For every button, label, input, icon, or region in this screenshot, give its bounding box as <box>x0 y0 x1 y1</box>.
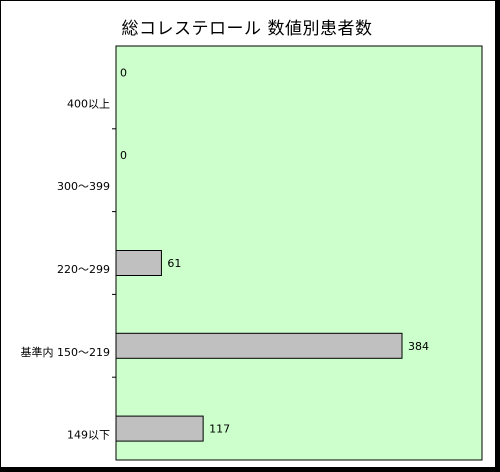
data-label: 384 <box>408 340 429 353</box>
category-label: 149以下 <box>67 429 110 442</box>
plot-area <box>115 45 483 461</box>
category-label: 基準内 150～219 <box>21 345 111 359</box>
data-label: 0 <box>120 149 127 162</box>
category-label: 400以上 <box>67 97 110 110</box>
data-label: 0 <box>120 66 127 79</box>
bar <box>115 332 403 359</box>
data-label: 117 <box>209 423 230 436</box>
chart-title: 総コレステロール 数値別患者数 <box>121 19 373 39</box>
category-label: 220～299 <box>57 263 110 276</box>
bar <box>115 415 204 442</box>
bar <box>115 250 162 276</box>
data-label: 61 <box>167 257 181 270</box>
category-label: 300～399 <box>57 180 110 193</box>
